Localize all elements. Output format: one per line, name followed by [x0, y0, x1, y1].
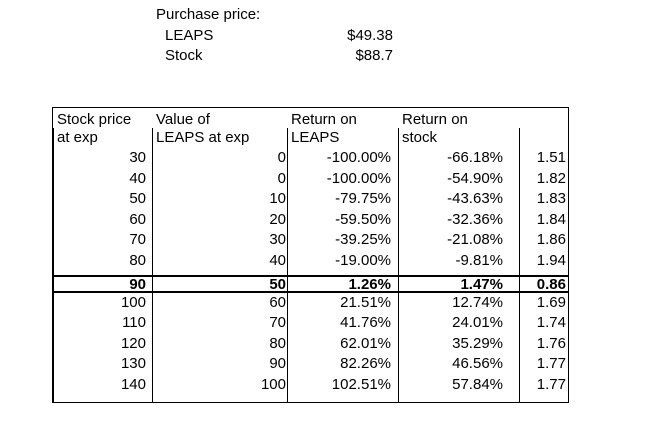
header-return-stock-line2: stock: [402, 129, 438, 146]
cell-ratio: 1.69: [536, 293, 566, 311]
cell-stock-return: 57.84%: [452, 375, 503, 393]
cell-stock-return: -9.81%: [455, 251, 503, 269]
cell-ratio: 1.83: [536, 190, 566, 207]
cell-leaps-return: 21.51%: [340, 293, 391, 311]
header-value-leaps-line1: Value of: [156, 111, 210, 128]
cell-ratio: 1.51: [536, 149, 566, 166]
cell-stock-price: 50: [129, 190, 146, 207]
cell-leaps-value: 0: [277, 169, 286, 187]
cell-leaps-return: -59.50%: [335, 210, 391, 228]
cell-stock-return: 35.29%: [452, 334, 503, 352]
cell-ratio: 1.77: [536, 375, 566, 393]
cell-stock-price: 80: [129, 251, 146, 269]
header-stock-price-line1: Stock price: [57, 111, 132, 128]
table-row: 120 80 62.01% 35.29% 1.76: [53, 334, 568, 352]
cell-stock-return: -43.63%: [447, 190, 503, 207]
column-divider: [398, 128, 399, 403]
cell-ratio: 1.94: [536, 251, 566, 269]
cell-ratio: 1.84: [536, 210, 566, 228]
cell-stock-return: 12.74%: [452, 293, 503, 311]
cell-stock-price: 140: [120, 375, 146, 393]
stock-label: Stock: [165, 47, 203, 64]
table-row: 30 0 -100.00% -66.18% 1.51: [53, 149, 568, 166]
cell-leaps-return: 102.51%: [331, 375, 391, 393]
table-row: 40 0 -100.00% -54.90% 1.82: [53, 169, 568, 187]
leaps-label: LEAPS: [165, 27, 214, 44]
cell-stock-return: -32.36%: [447, 210, 503, 228]
cell-leaps-return: -39.25%: [335, 231, 391, 248]
cell-leaps-value: 10: [269, 190, 286, 207]
cell-leaps-return: 1.26%: [348, 275, 391, 293]
cell-stock-price: 130: [120, 355, 146, 372]
cell-stock-price: 90: [129, 275, 146, 293]
table-row: 110 70 41.76% 24.01% 1.74: [53, 314, 568, 331]
cell-leaps-return: -100.00%: [326, 149, 391, 166]
cell-ratio: 1.76: [536, 334, 566, 352]
cell-ratio: 1.77: [536, 355, 566, 372]
table-row: 60 20 -59.50% -32.36% 1.84: [53, 210, 568, 228]
cell-leaps-return: -19.00%: [335, 251, 391, 269]
returns-table: Stock price at exp Value of LEAPS at exp…: [52, 107, 569, 403]
cell-stock-price: 40: [129, 169, 146, 187]
cell-stock-return: 1.47%: [460, 275, 503, 293]
column-divider: [152, 128, 153, 403]
header-value-leaps-line2: LEAPS at exp: [156, 129, 250, 146]
cell-stock-return: -66.18%: [447, 149, 503, 166]
cell-stock-price: 100: [120, 293, 146, 311]
table-row: 80 40 -19.00% -9.81% 1.94: [53, 251, 568, 269]
cell-stock-return: 46.56%: [452, 355, 503, 372]
cell-leaps-value: 90: [269, 355, 286, 372]
table-row-highlighted: 90 50 1.26% 1.47% 0.86: [53, 274, 568, 293]
cell-leaps-return: -100.00%: [326, 169, 391, 187]
cell-stock-price: 60: [129, 210, 146, 228]
leaps-price: $49.38: [347, 27, 393, 44]
cell-leaps-value: 40: [269, 251, 286, 269]
cell-leaps-value: 80: [269, 334, 286, 352]
purchase-price-heading: Purchase price:: [156, 6, 261, 23]
header-return-leaps-line2: LEAPS: [291, 129, 340, 146]
table-row: 100 60 21.51% 12.74% 1.69: [53, 293, 568, 311]
table-row: 70 30 -39.25% -21.08% 1.86: [53, 231, 568, 248]
cell-stock-return: -21.08%: [447, 231, 503, 248]
column-divider: [519, 128, 520, 403]
cell-leaps-value: 0: [277, 149, 286, 166]
cell-leaps-value: 50: [269, 275, 286, 293]
table-row: 50 10 -79.75% -43.63% 1.83: [53, 190, 568, 207]
header-stock-price-line2: at exp: [57, 129, 98, 146]
cell-leaps-value: 100: [260, 375, 286, 393]
cell-stock-return: 24.01%: [452, 314, 503, 331]
cell-stock-return: -54.90%: [447, 169, 503, 187]
cell-ratio: 0.86: [536, 275, 566, 293]
cell-leaps-return: 62.01%: [340, 334, 391, 352]
cell-ratio: 1.74: [536, 314, 566, 331]
header-return-stock-line1: Return on: [402, 111, 468, 128]
column-divider: [53, 128, 54, 403]
cell-leaps-value: 70: [269, 314, 286, 331]
table-row: 130 90 82.26% 46.56% 1.77: [53, 355, 568, 372]
cell-stock-price: 110: [122, 314, 146, 331]
cell-leaps-value: 30: [269, 231, 286, 248]
cell-stock-price: 120: [120, 334, 146, 352]
cell-stock-price: 70: [129, 231, 146, 248]
cell-stock-price: 30: [129, 149, 146, 166]
column-divider: [287, 128, 288, 403]
table-row: 140 100 102.51% 57.84% 1.77: [53, 375, 568, 393]
cell-leaps-return: -79.75%: [335, 190, 391, 207]
cell-leaps-return: 41.76%: [340, 314, 391, 331]
cell-ratio: 1.86: [536, 231, 566, 248]
cell-ratio: 1.82: [536, 169, 566, 187]
cell-leaps-value: 20: [269, 210, 286, 228]
cell-leaps-return: 82.26%: [340, 355, 391, 372]
header-return-leaps-line1: Return on: [291, 111, 357, 128]
cell-leaps-value: 60: [269, 293, 286, 311]
stock-price: $88.7: [355, 47, 393, 64]
